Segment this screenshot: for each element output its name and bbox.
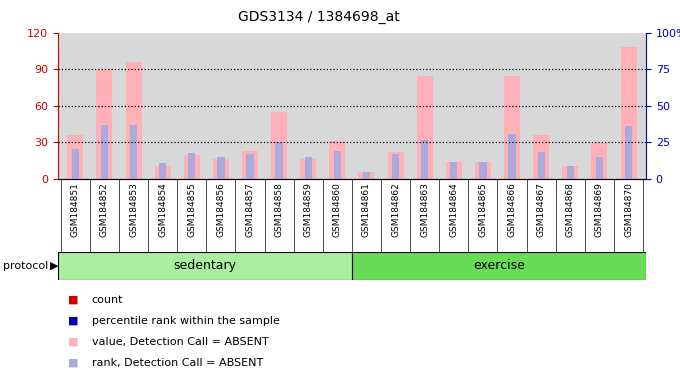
- Text: GSM184858: GSM184858: [275, 182, 284, 237]
- Bar: [358, 172, 375, 179]
- Text: GSM184855: GSM184855: [187, 182, 197, 237]
- Text: GSM184852: GSM184852: [100, 182, 109, 237]
- Bar: [275, 142, 283, 179]
- Bar: [625, 126, 632, 179]
- Bar: [417, 76, 432, 179]
- Text: value, Detection Call = ABSENT: value, Detection Call = ABSENT: [92, 337, 269, 347]
- Bar: [159, 163, 167, 179]
- Bar: [533, 135, 549, 179]
- Bar: [479, 162, 487, 179]
- Text: protocol: protocol: [3, 261, 48, 271]
- Bar: [97, 70, 112, 179]
- Bar: [271, 112, 287, 179]
- Bar: [596, 157, 603, 179]
- Text: GSM184870: GSM184870: [624, 182, 633, 237]
- Bar: [592, 143, 607, 179]
- Bar: [305, 157, 312, 179]
- Bar: [67, 135, 83, 179]
- Bar: [475, 162, 491, 179]
- Bar: [188, 153, 195, 179]
- Bar: [388, 152, 404, 179]
- Text: ▶: ▶: [50, 261, 58, 271]
- Text: GSM184857: GSM184857: [245, 182, 254, 237]
- Bar: [509, 134, 515, 179]
- Text: GSM184864: GSM184864: [449, 182, 458, 237]
- Bar: [537, 152, 545, 179]
- Text: ■: ■: [68, 358, 78, 368]
- Text: GSM184865: GSM184865: [479, 182, 488, 237]
- Text: rank, Detection Call = ABSENT: rank, Detection Call = ABSENT: [92, 358, 263, 368]
- Bar: [300, 159, 316, 179]
- Text: exercise: exercise: [473, 259, 525, 272]
- Bar: [446, 162, 462, 179]
- Text: GSM184859: GSM184859: [304, 182, 313, 237]
- Bar: [246, 154, 254, 179]
- Text: GSM184861: GSM184861: [362, 182, 371, 237]
- Bar: [450, 162, 458, 179]
- Bar: [184, 156, 200, 179]
- Bar: [566, 166, 574, 179]
- Bar: [363, 172, 370, 179]
- Text: GSM184851: GSM184851: [71, 182, 80, 237]
- Text: GSM184867: GSM184867: [537, 182, 545, 237]
- Bar: [352, 252, 646, 280]
- Text: GSM184853: GSM184853: [129, 182, 138, 237]
- Bar: [154, 166, 171, 179]
- Bar: [421, 140, 428, 179]
- Bar: [392, 154, 399, 179]
- Bar: [217, 157, 224, 179]
- Text: ■: ■: [68, 295, 78, 305]
- Bar: [71, 149, 79, 179]
- Text: count: count: [92, 295, 123, 305]
- Bar: [58, 252, 352, 280]
- Bar: [242, 151, 258, 179]
- Text: GSM184868: GSM184868: [566, 182, 575, 237]
- Bar: [101, 125, 108, 179]
- Bar: [334, 151, 341, 179]
- Bar: [213, 159, 229, 179]
- Bar: [130, 125, 137, 179]
- Text: sedentary: sedentary: [173, 259, 237, 272]
- Bar: [504, 76, 520, 179]
- Text: GSM184860: GSM184860: [333, 182, 342, 237]
- Text: ■: ■: [68, 337, 78, 347]
- Text: ■: ■: [68, 316, 78, 326]
- Bar: [126, 62, 141, 179]
- Text: GSM184862: GSM184862: [391, 182, 400, 237]
- Text: GSM184869: GSM184869: [595, 182, 604, 237]
- Bar: [621, 47, 636, 179]
- Text: GSM184856: GSM184856: [216, 182, 225, 237]
- Text: GSM184863: GSM184863: [420, 182, 429, 237]
- Text: percentile rank within the sample: percentile rank within the sample: [92, 316, 279, 326]
- Text: GSM184866: GSM184866: [507, 182, 517, 237]
- Bar: [562, 166, 578, 179]
- Text: GSM184854: GSM184854: [158, 182, 167, 237]
- Bar: [329, 141, 345, 179]
- Text: GDS3134 / 1384698_at: GDS3134 / 1384698_at: [238, 10, 400, 23]
